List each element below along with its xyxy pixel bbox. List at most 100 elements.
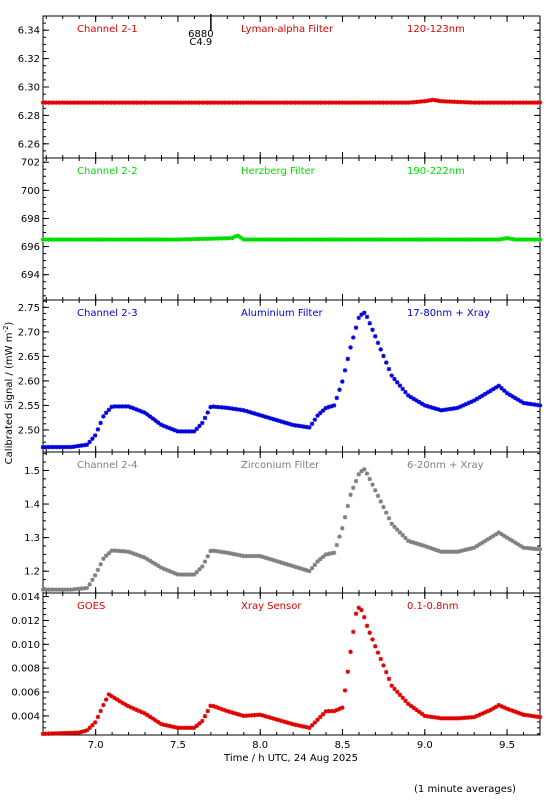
data-point [331, 100, 337, 105]
data-point [252, 100, 257, 105]
data-point [213, 100, 219, 105]
data-point [153, 418, 158, 423]
data-point [290, 100, 296, 105]
data-point [211, 703, 216, 709]
data-point [51, 237, 57, 242]
data-point [482, 100, 488, 105]
data-point [419, 99, 425, 104]
data-point [370, 482, 375, 487]
data-point [373, 334, 378, 339]
data-point [252, 411, 257, 416]
data-point [98, 420, 103, 426]
data-point [224, 100, 230, 105]
y-tick-label: 1.4 [24, 500, 40, 511]
data-point [309, 421, 315, 426]
data-point [68, 587, 73, 592]
data-point [98, 708, 103, 714]
panel-frame [42, 157, 541, 301]
x-axis-title: Time / h UTC, 24 Aug 2025 [223, 753, 358, 764]
data-point [235, 233, 241, 239]
data-point [235, 712, 241, 717]
data-point [216, 404, 221, 410]
data-point [408, 237, 414, 242]
data-point [205, 410, 210, 415]
data-point [219, 100, 224, 105]
data-point [414, 398, 419, 403]
data-point [381, 663, 386, 668]
panel-filter-label: Xray Sensor [241, 601, 302, 612]
data-point [326, 237, 331, 242]
data-point [139, 554, 145, 559]
data-point [71, 444, 76, 449]
data-point [290, 563, 296, 569]
data-point [246, 553, 252, 559]
data-point [422, 543, 427, 549]
data-point [488, 707, 493, 713]
data-point [164, 100, 169, 105]
data-point [414, 707, 419, 713]
data-point [230, 551, 235, 556]
data-point [241, 408, 246, 413]
data-point [381, 237, 386, 242]
data-point [202, 236, 208, 242]
data-point [411, 237, 416, 242]
data-point [425, 98, 430, 103]
data-point [480, 237, 485, 242]
data-point [466, 715, 471, 720]
data-point [54, 100, 59, 105]
data-point [384, 237, 389, 242]
data-point [200, 718, 205, 724]
panel-band-label: 6-20nm + Xray [407, 460, 484, 471]
data-point [458, 404, 463, 409]
data-point [183, 429, 188, 434]
data-point [71, 237, 76, 242]
data-point [90, 722, 95, 728]
data-point [40, 100, 46, 105]
data-point [65, 237, 70, 242]
data-point [79, 586, 84, 591]
data-point [123, 237, 128, 242]
data-point [153, 718, 158, 723]
data-point [496, 237, 502, 242]
data-point [92, 237, 98, 242]
data-point [405, 237, 411, 242]
data-point [436, 715, 441, 721]
data-point [414, 541, 419, 546]
data-point [290, 422, 296, 428]
data-point [529, 401, 534, 407]
data-point [189, 236, 194, 242]
data-point [254, 712, 260, 718]
data-point [342, 368, 348, 373]
data-point [304, 237, 309, 242]
data-point [178, 100, 183, 105]
data-point [329, 551, 334, 556]
data-point [422, 237, 427, 242]
data-point [131, 100, 136, 105]
data-point [513, 100, 518, 105]
data-point [120, 549, 125, 554]
data-point [427, 404, 433, 410]
data-point [373, 488, 378, 493]
data-point [298, 723, 304, 729]
data-point [477, 712, 482, 717]
data-point [211, 236, 216, 241]
data-point [381, 504, 386, 510]
data-point [117, 699, 123, 704]
data-point [334, 395, 340, 401]
data-point [205, 100, 210, 105]
data-point [92, 100, 98, 105]
y-axis-title-tail: ) [4, 322, 15, 326]
data-point [293, 100, 298, 105]
data-point [513, 395, 518, 401]
data-point [265, 237, 271, 242]
data-point [386, 366, 392, 372]
data-point [287, 100, 293, 105]
data-point [287, 421, 293, 427]
data-point [265, 714, 271, 720]
data-point [480, 100, 485, 105]
data-point [474, 237, 480, 242]
data-point [49, 100, 54, 105]
data-point [200, 236, 205, 242]
data-point [529, 713, 534, 719]
data-point [337, 237, 342, 242]
